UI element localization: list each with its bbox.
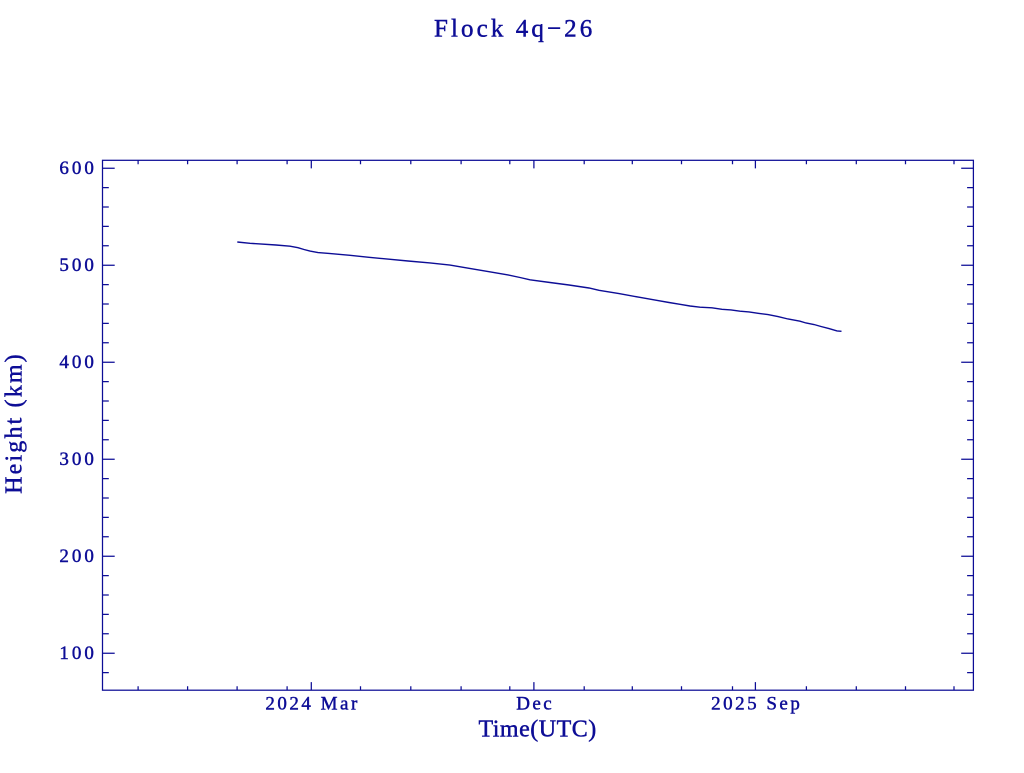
svg-text:200: 200 bbox=[59, 546, 97, 567]
svg-text:300: 300 bbox=[59, 449, 97, 470]
svg-text:400: 400 bbox=[59, 352, 97, 373]
svg-text:100: 100 bbox=[59, 643, 97, 664]
svg-text:2024 Mar: 2024 Mar bbox=[265, 694, 359, 715]
svg-text:2025 Sep: 2025 Sep bbox=[711, 694, 802, 715]
svg-text:Dec: Dec bbox=[516, 694, 554, 715]
svg-text:Height (km): Height (km) bbox=[2, 352, 28, 494]
svg-text:Flock 4q−26: Flock 4q−26 bbox=[434, 16, 595, 43]
svg-text:500: 500 bbox=[59, 255, 97, 276]
svg-text:600: 600 bbox=[59, 158, 97, 179]
svg-text:Time(UTC): Time(UTC) bbox=[478, 717, 596, 743]
